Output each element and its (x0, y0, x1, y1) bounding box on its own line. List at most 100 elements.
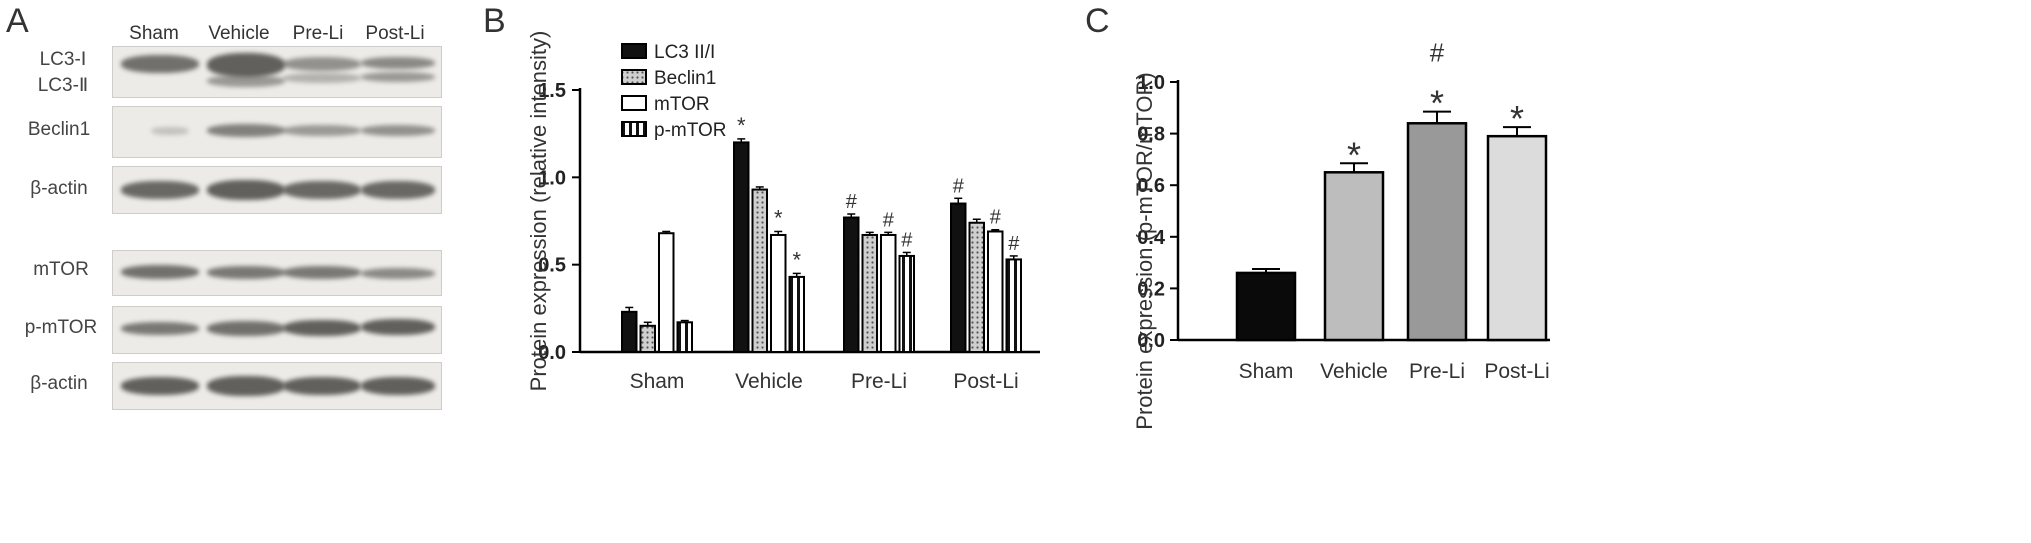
blot-band (361, 181, 435, 199)
blot-band (283, 57, 361, 71)
blot-band (283, 181, 361, 199)
blot-band (207, 75, 285, 87)
blot-band (121, 265, 199, 279)
blot-band (361, 72, 435, 82)
significance-mark: # (846, 191, 858, 213)
blot-band (151, 127, 189, 135)
y-tick-label: 0.5 (538, 255, 566, 277)
blot-strip-beta-actin-1 (112, 166, 442, 214)
x-tick-label-sham: Sham (1239, 360, 1294, 383)
bar-p-mtor-vehicle (788, 275, 805, 354)
significance-mark: # (1430, 38, 1445, 68)
y-tick-label: 1.0 (1137, 72, 1165, 94)
row-label-beta-actin-2: β-actin (30, 373, 88, 394)
panel-letter-a: A (6, 2, 29, 40)
row-label-beta-actin-1: β-actin (30, 178, 88, 199)
bar-mtor-post-li (987, 230, 1004, 353)
y-tick-label: 0.4 (1137, 227, 1166, 249)
blot-band (283, 320, 361, 336)
blot-strip-beclin1 (112, 106, 442, 158)
x-tick-label-sham: Sham (630, 370, 685, 393)
legend-label-mtor: mTOR (654, 94, 710, 115)
blot-band (207, 266, 285, 279)
x-tick-label-pre-li: Pre-Li (1409, 360, 1465, 383)
bar-sham (1235, 271, 1297, 342)
row-label-lc3-ii: LC3-Ⅱ (37, 75, 89, 96)
blot-strip-p-mtor (112, 306, 442, 354)
y-tick-label: 0.2 (1137, 278, 1165, 300)
y-tick-label: 1.0 (538, 167, 566, 189)
bar-mtor-pre-li (880, 233, 897, 353)
legend-label-p-mtor: p-mTOR (654, 120, 726, 141)
blot-band (207, 124, 285, 137)
blot-band (283, 266, 361, 279)
blot-band (207, 53, 285, 77)
blot-band (207, 321, 285, 336)
panel-letter-b: B (483, 2, 506, 40)
blot-band (207, 180, 285, 200)
blot-strip-mtor (112, 250, 442, 296)
y-tick-label: 1.5 (538, 80, 566, 102)
row-label-lc3-i: LC3-Ⅰ (39, 49, 87, 70)
bar-mtor-sham (658, 232, 675, 353)
bar-lc3-ii-i-vehicle (733, 141, 750, 353)
legend-swatch-beclin1 (621, 69, 647, 85)
legend-swatch-lc3-ii-i (621, 43, 647, 59)
bar-post-li (1486, 134, 1548, 342)
blot-band (361, 268, 435, 279)
significance-mark: # (883, 209, 895, 231)
bar-beclin1-sham (639, 324, 656, 353)
bar-lc3-ii-i-post-li (950, 202, 967, 353)
row-label-beclin1: Beclin1 (27, 119, 91, 140)
bar-beclin1-vehicle (751, 188, 768, 353)
x-tick-label-pre-li: Pre-Li (851, 370, 907, 393)
blot-strip-beta-actin-2 (112, 362, 442, 410)
blot-band (283, 377, 361, 395)
bar-vehicle (1323, 171, 1385, 342)
x-tick-label-post-li: Post-Li (1484, 360, 1549, 383)
significance-mark: * (774, 205, 783, 230)
lane-label-post-li: Post-Li (365, 23, 425, 44)
significance-mark: * (1510, 98, 1524, 139)
bar-pre-li (1406, 122, 1468, 342)
legend-swatch-p-mtor (621, 121, 647, 137)
significance-mark: * (1347, 134, 1361, 175)
blot-band (121, 322, 199, 335)
legend-swatch-mtor (621, 95, 647, 111)
blot-band (121, 55, 199, 73)
legend-label-lc3-ii-i: LC3 II/I (654, 42, 715, 63)
blot-band (283, 73, 361, 83)
bar-beclin1-pre-li (861, 233, 878, 353)
y-axis-label: Protein expression (p-mTOR/mTOR) (1132, 72, 1157, 429)
blot-band (121, 377, 199, 395)
lane-label-vehicle: Vehicle (208, 23, 270, 44)
x-tick-label-vehicle: Vehicle (735, 370, 803, 393)
lane-label-sham: Sham (129, 23, 179, 44)
significance-mark: * (737, 113, 746, 138)
row-label-p-mtor: p-mTOR (24, 317, 98, 338)
significance-mark: # (953, 175, 965, 197)
blot-band (121, 181, 199, 199)
blot-band (207, 376, 285, 396)
bar-lc3-ii-i-sham (621, 310, 638, 353)
y-axis-label: Protein expression (relative intensity) (526, 31, 551, 392)
bar-p-mtor-sham (676, 321, 693, 354)
x-tick-label-post-li: Post-Li (953, 370, 1018, 393)
significance-mark: * (1430, 83, 1444, 124)
bar-lc3-ii-i-pre-li (843, 216, 860, 353)
panel-letter-c: C (1085, 2, 1110, 40)
bar-p-mtor-pre-li (898, 254, 915, 353)
legend-label-beclin1: Beclin1 (654, 68, 716, 89)
blot-band (361, 319, 435, 335)
blot-band (361, 377, 435, 395)
significance-mark: * (792, 247, 801, 272)
y-tick-label: 0.0 (1137, 330, 1165, 352)
y-tick-label: 0.8 (1137, 124, 1165, 146)
blot-band (361, 57, 435, 69)
significance-mark: # (990, 207, 1002, 229)
significance-mark: # (1008, 233, 1020, 255)
blot-band (361, 125, 435, 136)
bar-beclin1-post-li (968, 221, 985, 353)
y-tick-label: 0.6 (1137, 175, 1165, 197)
